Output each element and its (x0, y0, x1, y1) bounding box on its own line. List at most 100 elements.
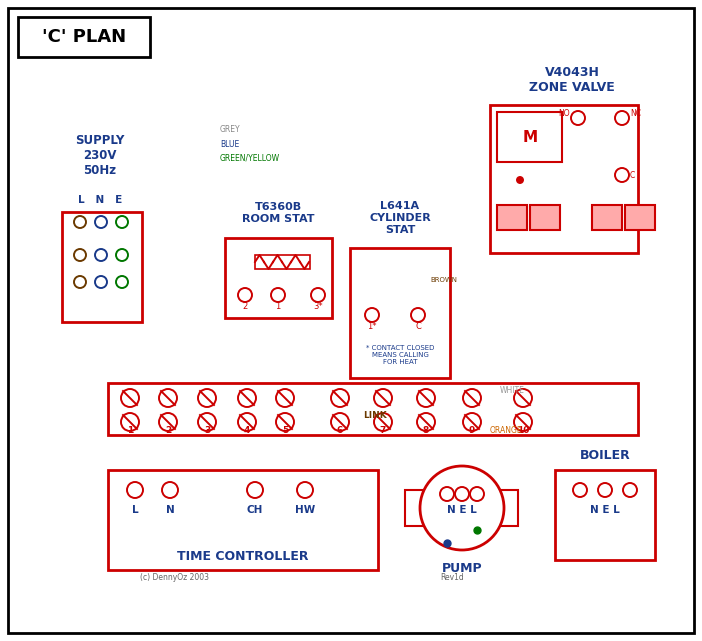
Circle shape (417, 389, 435, 407)
Text: 4: 4 (244, 426, 250, 435)
Text: T6360B
ROOM STAT: T6360B ROOM STAT (241, 202, 314, 224)
Circle shape (311, 288, 325, 302)
Circle shape (411, 308, 425, 322)
Text: 7: 7 (380, 426, 386, 435)
Circle shape (514, 413, 532, 431)
Text: PUMP: PUMP (442, 562, 482, 574)
Circle shape (514, 389, 532, 407)
Circle shape (271, 288, 285, 302)
Bar (225, 238, 332, 318)
Bar (350, 248, 450, 378)
Text: 10: 10 (517, 426, 529, 435)
Text: N E L: N E L (590, 505, 620, 515)
Text: NC: NC (630, 108, 641, 117)
Text: 3: 3 (204, 426, 210, 435)
Text: C: C (630, 171, 635, 179)
Circle shape (517, 177, 523, 183)
Text: L641A
CYLINDER
STAT: L641A CYLINDER STAT (369, 201, 431, 235)
Circle shape (365, 308, 379, 322)
Bar (500, 490, 518, 526)
Circle shape (374, 413, 392, 431)
Text: 8: 8 (423, 426, 429, 435)
Bar (405, 490, 423, 526)
Text: L: L (132, 505, 138, 515)
Circle shape (116, 216, 128, 228)
Bar (625, 205, 655, 230)
Text: BROWN: BROWN (430, 277, 457, 283)
Text: 2: 2 (165, 426, 171, 435)
Circle shape (455, 487, 469, 501)
Text: M: M (522, 129, 538, 144)
Bar (555, 470, 655, 560)
Text: C: C (415, 322, 421, 331)
Bar (255, 255, 310, 269)
Circle shape (159, 389, 177, 407)
Text: NO: NO (558, 108, 570, 117)
Circle shape (247, 482, 263, 498)
Circle shape (95, 249, 107, 261)
Text: 2: 2 (242, 301, 248, 310)
Text: BOILER: BOILER (580, 449, 630, 462)
Bar (497, 112, 562, 162)
Text: V4043H
ZONE VALVE: V4043H ZONE VALVE (529, 66, 615, 94)
Bar (530, 205, 560, 230)
Text: 6: 6 (337, 426, 343, 435)
Text: N E L: N E L (447, 505, 477, 515)
Circle shape (573, 483, 587, 497)
Circle shape (159, 413, 177, 431)
Circle shape (95, 216, 107, 228)
Bar (62, 212, 142, 322)
Bar (108, 470, 378, 570)
Circle shape (162, 482, 178, 498)
Text: SUPPLY
230V
50Hz: SUPPLY 230V 50Hz (75, 133, 125, 176)
Circle shape (615, 168, 629, 182)
Text: CH: CH (247, 505, 263, 515)
Circle shape (331, 389, 349, 407)
Circle shape (198, 389, 216, 407)
Circle shape (470, 487, 484, 501)
Circle shape (440, 487, 454, 501)
Text: 'C' PLAN: 'C' PLAN (42, 28, 126, 46)
Bar (490, 105, 638, 253)
Circle shape (623, 483, 637, 497)
Circle shape (276, 389, 294, 407)
Bar (497, 205, 527, 230)
Text: BLUE: BLUE (220, 140, 239, 149)
Circle shape (238, 413, 256, 431)
Circle shape (121, 413, 139, 431)
Text: 5: 5 (282, 426, 288, 435)
Circle shape (598, 483, 612, 497)
Circle shape (297, 482, 313, 498)
Circle shape (198, 413, 216, 431)
Circle shape (463, 389, 481, 407)
Circle shape (417, 413, 435, 431)
Bar (18, 17, 150, 57)
Circle shape (95, 276, 107, 288)
Bar (592, 205, 622, 230)
Text: WHITE: WHITE (500, 385, 525, 394)
Text: * CONTACT CLOSED
MEANS CALLING
FOR HEAT: * CONTACT CLOSED MEANS CALLING FOR HEAT (366, 345, 435, 365)
Circle shape (571, 111, 585, 125)
Circle shape (615, 111, 629, 125)
Circle shape (116, 249, 128, 261)
Text: GREY: GREY (220, 124, 241, 133)
Circle shape (374, 389, 392, 407)
Text: 3*: 3* (313, 301, 323, 310)
Circle shape (74, 249, 86, 261)
Circle shape (238, 288, 252, 302)
Circle shape (74, 276, 86, 288)
Text: ORANGE: ORANGE (490, 426, 522, 435)
Circle shape (127, 482, 143, 498)
Text: 9: 9 (469, 426, 475, 435)
Circle shape (463, 413, 481, 431)
Text: Rev1d: Rev1d (440, 574, 464, 583)
Text: L   N   E: L N E (78, 195, 122, 205)
Circle shape (116, 276, 128, 288)
Text: LINK: LINK (363, 410, 387, 419)
Text: TIME CONTROLLER: TIME CONTROLLER (177, 551, 309, 563)
Text: N: N (166, 505, 174, 515)
Circle shape (121, 389, 139, 407)
Circle shape (420, 466, 504, 550)
Text: 1: 1 (275, 301, 281, 310)
Text: 1: 1 (127, 426, 133, 435)
